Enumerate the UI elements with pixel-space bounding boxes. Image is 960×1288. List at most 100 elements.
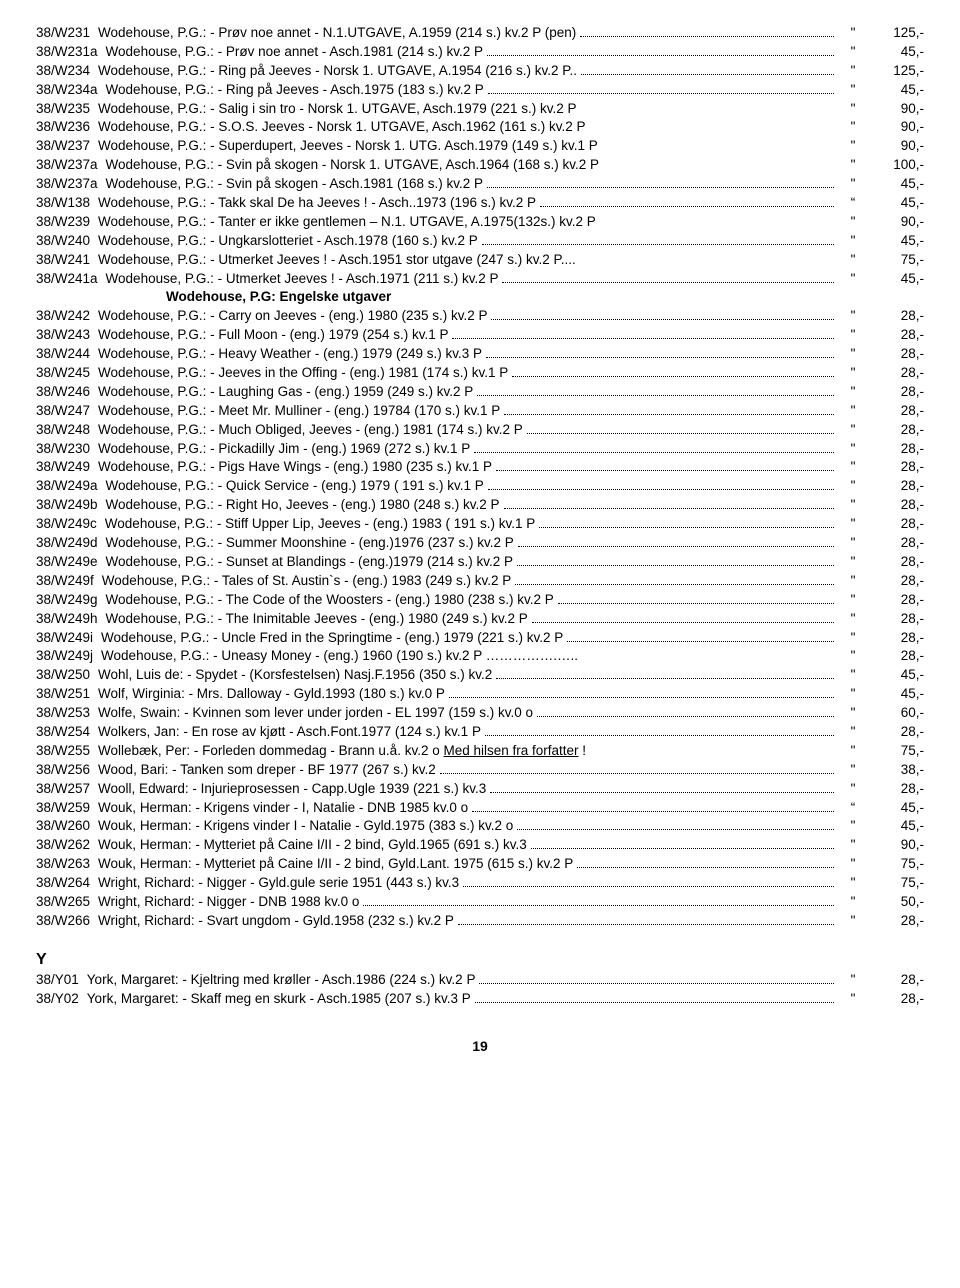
- item-description: Wooll, Edward: - Injurieprosessen - Capp…: [98, 780, 486, 799]
- catalog-row: 38/W253Wolfe, Swain: - Kvinnen som lever…: [36, 704, 924, 723]
- ditto-mark: ": [838, 307, 868, 326]
- item-code: 38/W249i: [36, 629, 101, 648]
- leader-dots: [504, 508, 835, 509]
- leader-dots: [577, 867, 834, 868]
- item-description: Wodehouse, P.G.: - Ring på Jeeves - Nors…: [98, 62, 577, 81]
- catalog-row: 38/W239Wodehouse, P.G.: - Tanter er ikke…: [36, 213, 924, 232]
- item-description: Wodehouse, P.G.: - Laughing Gas - (eng.)…: [98, 383, 473, 402]
- item-description: Wodehouse, P.G.: - Utmerket Jeeves ! - A…: [106, 270, 499, 289]
- leader-dots: [474, 452, 834, 453]
- leader-dots: [452, 338, 834, 339]
- item-code: 38/W248: [36, 421, 98, 440]
- catalog-list-y: 38/Y01York, Margaret: - Kjeltring med kr…: [36, 971, 924, 1009]
- catalog-row: 38/W240Wodehouse, P.G.: - Ungkarslotteri…: [36, 232, 924, 251]
- ditto-mark: ": [838, 62, 868, 81]
- item-price: 28,-: [868, 572, 924, 591]
- leader-dots: [517, 829, 834, 830]
- item-code: 38/W230: [36, 440, 98, 459]
- leader-dots: [517, 565, 834, 566]
- leader-dots: [496, 678, 834, 679]
- catalog-row: 38/W249aWodehouse, P.G.: - Quick Service…: [36, 477, 924, 496]
- item-description: Wodehouse, P.G.: - Carry on Jeeves - (en…: [98, 307, 487, 326]
- catalog-row: 38/W266Wright, Richard: - Svart ungdom -…: [36, 912, 924, 931]
- item-description: Wodehouse, P.G.: - Ungkarslotteriet - As…: [98, 232, 478, 251]
- ditto-mark: ": [838, 912, 868, 931]
- catalog-row: 38/W249Wodehouse, P.G.: - Pigs Have Wing…: [36, 458, 924, 477]
- catalog-row: 38/W243Wodehouse, P.G.: - Full Moon - (e…: [36, 326, 924, 345]
- leader-dots: [449, 697, 834, 698]
- item-code: 38/W241: [36, 251, 98, 270]
- item-price: 45,-: [868, 270, 924, 289]
- item-description: Wodehouse, P.G.: - Pickadilly Jim - (eng…: [98, 440, 470, 459]
- item-code: 38/W246: [36, 383, 98, 402]
- ditto-mark: ": [838, 402, 868, 421]
- item-price: 28,-: [868, 402, 924, 421]
- item-description: Wolf, Wirginia: - Mrs. Dalloway - Gyld.1…: [98, 685, 445, 704]
- ditto-mark: ": [838, 43, 868, 62]
- item-price: 28,-: [868, 553, 924, 572]
- ditto-mark: ": [838, 364, 868, 383]
- item-code: 38/W264: [36, 874, 98, 893]
- ditto-mark: ": [838, 326, 868, 345]
- ditto-mark: ": [838, 629, 868, 648]
- ditto-mark: ": [838, 118, 868, 137]
- item-price: 28,-: [868, 307, 924, 326]
- ditto-mark: ": [838, 383, 868, 402]
- item-price: 28,-: [868, 534, 924, 553]
- item-description: Wright, Richard: - Nigger - Gyld.gule se…: [98, 874, 459, 893]
- catalog-row: 38/W259Wouk, Herman: - Krigens vinder - …: [36, 799, 924, 818]
- catalog-row: 38/W257Wooll, Edward: - Injurieprosessen…: [36, 780, 924, 799]
- ditto-mark: ": [838, 971, 868, 990]
- catalog-row: 38/W255Wollebæk, Per: - Forleden dommeda…: [36, 742, 924, 761]
- item-price: 45,-: [868, 81, 924, 100]
- ditto-mark: ": [838, 100, 868, 119]
- catalog-row: 38/W247Wodehouse, P.G.: - Meet Mr. Mulli…: [36, 402, 924, 421]
- item-price: 28,-: [868, 440, 924, 459]
- ditto-mark: ": [838, 232, 868, 251]
- item-description: Wodehouse, P.G.: - The Code of the Woost…: [106, 591, 554, 610]
- item-description: Wodehouse, P.G.: - Uneasy Money - (eng.)…: [101, 647, 578, 666]
- ditto-mark: ": [838, 836, 868, 855]
- section-heading-y: Y: [36, 949, 924, 971]
- item-price: 28,-: [868, 780, 924, 799]
- item-code: 38/W236: [36, 118, 98, 137]
- item-code: 38/Y01: [36, 971, 87, 990]
- ditto-mark: ": [838, 213, 868, 232]
- item-code: 38/W239: [36, 213, 98, 232]
- catalog-row: 38/W234aWodehouse, P.G.: - Ring på Jeeve…: [36, 81, 924, 100]
- leader-dots: [488, 93, 834, 94]
- leader-dots: [527, 433, 834, 434]
- catalog-row: 38/W256Wood, Bari: - Tanken som dreper -…: [36, 761, 924, 780]
- ditto-mark: ": [838, 421, 868, 440]
- item-price: 28,-: [868, 647, 924, 666]
- item-description: Wodehouse, P.G.: - Ring på Jeeves - Asch…: [106, 81, 484, 100]
- ditto-mark: ": [838, 855, 868, 874]
- leader-dots: [475, 1002, 834, 1003]
- catalog-row: 38/W237aWodehouse, P.G.: - Svin på skoge…: [36, 175, 924, 194]
- item-price: 75,-: [868, 251, 924, 270]
- item-description: Wolkers, Jan: - En rose av kjøtt - Asch.…: [98, 723, 481, 742]
- ditto-mark: ": [838, 817, 868, 836]
- catalog-row: 38/W249bWodehouse, P.G.: - Right Ho, Jee…: [36, 496, 924, 515]
- item-code: 38/W237a: [36, 175, 106, 194]
- item-price: 75,-: [868, 855, 924, 874]
- catalog-row: 38/W235Wodehouse, P.G.: - Salig i sin tr…: [36, 100, 924, 119]
- item-price: 28,-: [868, 326, 924, 345]
- item-code: 38/W231: [36, 24, 98, 43]
- item-code: 38/W243: [36, 326, 98, 345]
- item-description: Wodehouse, P.G.: - Right Ho, Jeeves - (e…: [106, 496, 500, 515]
- catalog-row: 38/W241Wodehouse, P.G.: - Utmerket Jeeve…: [36, 251, 924, 270]
- catalog-row: 38/W245Wodehouse, P.G.: - Jeeves in the …: [36, 364, 924, 383]
- item-code: 38/W265: [36, 893, 98, 912]
- leader-dots: [458, 924, 834, 925]
- item-description: Wodehouse, P.G.: - Svin på skogen - Asch…: [106, 175, 483, 194]
- ditto-mark: ": [838, 874, 868, 893]
- item-code: 38/Y02: [36, 990, 87, 1009]
- catalog-row: 38/W248Wodehouse, P.G.: - Much Obliged, …: [36, 421, 924, 440]
- ditto-mark: ": [838, 251, 868, 270]
- item-description: Wodehouse, P.G.: - Superdupert, Jeeves -…: [98, 137, 598, 156]
- leader-dots: [485, 735, 834, 736]
- item-code: 38/W251: [36, 685, 98, 704]
- item-code: 38/W237: [36, 137, 98, 156]
- item-description: Wodehouse, P.G.: - Pigs Have Wings - (en…: [98, 458, 492, 477]
